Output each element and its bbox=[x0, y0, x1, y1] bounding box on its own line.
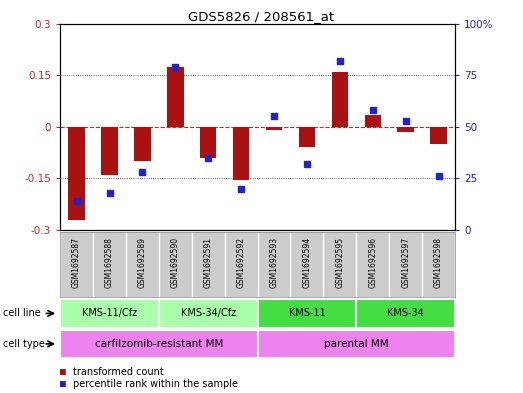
Text: GSM1692593: GSM1692593 bbox=[269, 237, 279, 288]
Bar bbox=[101, 127, 118, 175]
Text: cell type: cell type bbox=[3, 339, 44, 349]
Bar bbox=[365, 115, 381, 127]
Text: GSM1692588: GSM1692588 bbox=[105, 237, 114, 288]
Bar bbox=[356, 299, 455, 328]
Bar bbox=[60, 330, 257, 358]
Text: GSM1692594: GSM1692594 bbox=[302, 237, 311, 288]
Bar bbox=[60, 299, 159, 328]
Text: GSM1692598: GSM1692598 bbox=[434, 237, 443, 288]
Text: GSM1692592: GSM1692592 bbox=[236, 237, 246, 288]
Bar bbox=[266, 127, 282, 130]
Text: GSM1692587: GSM1692587 bbox=[72, 237, 81, 288]
Text: GSM1692597: GSM1692597 bbox=[401, 237, 410, 288]
Bar bbox=[233, 127, 249, 180]
Text: GSM1692589: GSM1692589 bbox=[138, 237, 147, 288]
Text: cell line: cell line bbox=[3, 309, 40, 318]
Bar bbox=[200, 127, 217, 158]
Text: KMS-34/Cfz: KMS-34/Cfz bbox=[180, 309, 236, 318]
Bar bbox=[430, 127, 447, 144]
Text: GSM1692596: GSM1692596 bbox=[368, 237, 377, 288]
Text: GSM1692591: GSM1692591 bbox=[204, 237, 213, 288]
Bar bbox=[299, 127, 315, 147]
Bar bbox=[257, 299, 356, 328]
Text: percentile rank within the sample: percentile rank within the sample bbox=[73, 379, 238, 389]
Bar bbox=[332, 72, 348, 127]
Bar bbox=[134, 127, 151, 161]
Text: KMS-11: KMS-11 bbox=[289, 309, 325, 318]
Bar bbox=[159, 299, 257, 328]
Text: GSM1692595: GSM1692595 bbox=[335, 237, 344, 288]
Text: transformed count: transformed count bbox=[73, 367, 164, 377]
Text: parental MM: parental MM bbox=[324, 339, 389, 349]
Bar bbox=[257, 330, 455, 358]
Text: carfilzomib-resistant MM: carfilzomib-resistant MM bbox=[95, 339, 223, 349]
Text: ■: ■ bbox=[60, 367, 66, 377]
Bar bbox=[167, 66, 184, 127]
Text: ■: ■ bbox=[60, 379, 66, 389]
Text: GSM1692590: GSM1692590 bbox=[171, 237, 180, 288]
Text: GDS5826 / 208561_at: GDS5826 / 208561_at bbox=[188, 10, 335, 23]
Bar bbox=[397, 127, 414, 132]
Text: KMS-11/Cfz: KMS-11/Cfz bbox=[82, 309, 137, 318]
Bar bbox=[69, 127, 85, 220]
Text: KMS-34: KMS-34 bbox=[387, 309, 424, 318]
